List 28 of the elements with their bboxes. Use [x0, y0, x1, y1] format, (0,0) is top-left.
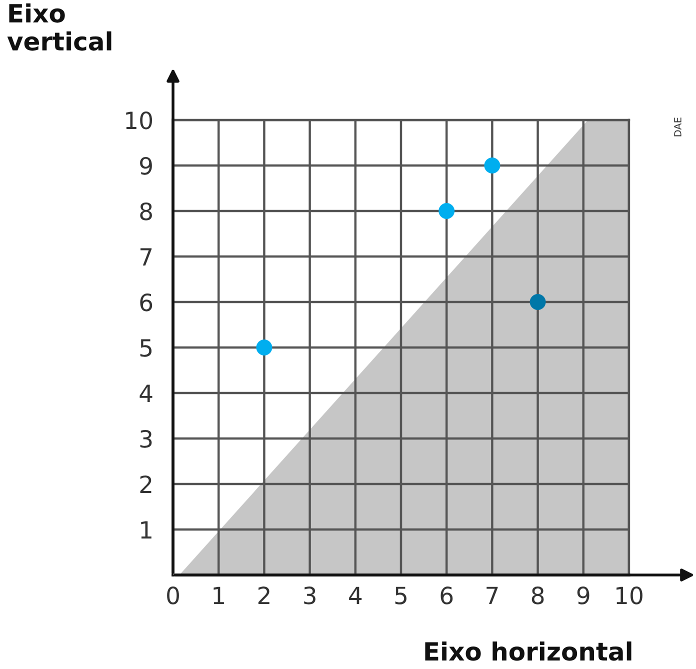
y-tick-label: 10	[126, 111, 152, 130]
x-tick-label: 3	[304, 586, 316, 604]
y-tick-label: 8	[140, 202, 152, 220]
x-tick-label: 9	[577, 586, 590, 604]
text: DAE	[674, 118, 682, 136]
point	[484, 158, 500, 174]
x-tick-label: 10	[616, 586, 642, 604]
y-tick-label: 1	[141, 521, 152, 538]
point	[256, 340, 272, 356]
y-tick-label: 4	[140, 384, 152, 402]
y-tick-label: 7	[140, 248, 152, 266]
x-tick-label: 6	[440, 586, 453, 604]
x-tick-label: 1	[214, 586, 224, 604]
y-tick-label: 9	[140, 156, 152, 175]
x-tick-label: 8	[532, 586, 544, 604]
y-tick-label: 6	[140, 293, 152, 312]
y-tick-label: 5	[140, 339, 152, 357]
y-tick-label: 3	[140, 430, 152, 448]
x-tick-label: 0	[167, 586, 179, 604]
y-axis-title: Eixo vertical	[7, 3, 112, 51]
x-tick-label: 5	[395, 586, 406, 604]
x-axis-title: Eixo horizontal	[425, 641, 632, 661]
x-tick-label: 4	[349, 586, 362, 604]
point	[438, 203, 455, 219]
point	[530, 294, 546, 310]
y-tick-label: 2	[140, 475, 152, 493]
x-tick-label: 2	[258, 586, 270, 604]
x-tick-label: 7	[486, 586, 498, 604]
